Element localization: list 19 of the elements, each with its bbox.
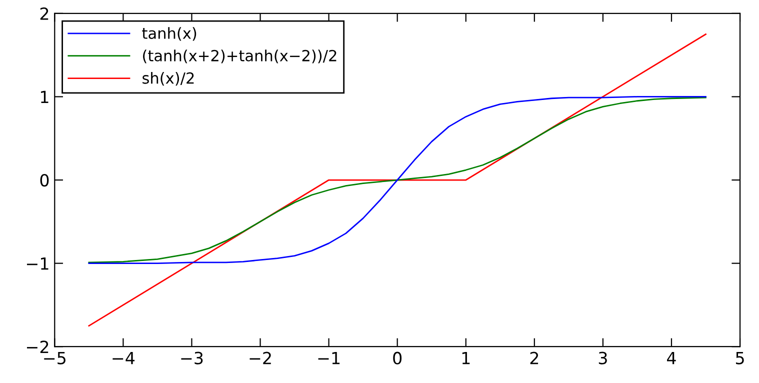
x-tick-label: 1 <box>462 352 470 364</box>
x-tick-label: −2 <box>250 352 271 364</box>
y-tick-label: 0 <box>40 174 49 187</box>
y-tick-label: −1 <box>26 257 48 270</box>
legend-label: (tanh(x+2)+tanh(x−2))/2 <box>143 50 336 64</box>
x-tick-label: −1 <box>318 352 340 364</box>
x-tick-label: 4 <box>667 352 676 364</box>
x-tick-label: 2 <box>530 352 538 364</box>
y-tick-label: 1 <box>41 90 48 104</box>
legend-label: sh(x)/2 <box>142 72 194 86</box>
x-tick-label: 5 <box>736 352 744 364</box>
y-tick-label: 2 <box>40 7 48 20</box>
x-tick-label: 0 <box>393 352 402 364</box>
legend-label: tanh(x) <box>142 27 196 41</box>
x-tick-label: −5 <box>44 352 66 364</box>
x-tick-label: −4 <box>112 352 135 364</box>
y-tick-label: −2 <box>26 340 48 353</box>
x-tick-label: −3 <box>181 352 203 364</box>
x-tick-label: 3 <box>598 352 607 364</box>
